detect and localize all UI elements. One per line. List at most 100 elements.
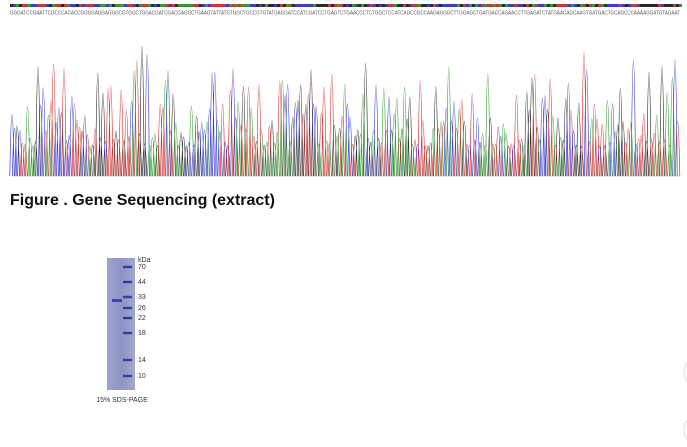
quality-strip — [190, 4, 193, 7]
quality-strip — [286, 4, 289, 7]
quality-strip — [613, 4, 616, 7]
quality-strip — [451, 4, 454, 7]
quality-strip — [247, 4, 250, 7]
quality-strip — [256, 4, 259, 7]
quality-strip — [403, 4, 406, 7]
quality-strip — [289, 4, 292, 7]
quality-strip — [265, 4, 268, 7]
quality-strip — [253, 4, 256, 7]
quality-strip — [553, 4, 556, 7]
quality-strip — [235, 4, 238, 7]
quality-strip — [376, 4, 379, 7]
quality-strip — [409, 4, 412, 7]
quality-strip — [649, 4, 652, 7]
quality-strip — [31, 4, 34, 7]
quality-strip — [100, 4, 103, 7]
marker-label: 10 — [138, 373, 146, 380]
quality-strip — [46, 4, 49, 7]
quality-strip — [205, 4, 208, 7]
quality-strip — [400, 4, 403, 7]
quality-strip — [361, 4, 364, 7]
quality-strip — [301, 4, 304, 7]
scroll-button[interactable] — [683, 414, 687, 446]
quality-strip — [175, 4, 178, 7]
quality-strip — [430, 4, 433, 7]
quality-strip — [52, 4, 55, 7]
quality-strip — [424, 4, 427, 7]
quality-strip — [337, 4, 340, 7]
quality-strip — [598, 4, 601, 7]
quality-strip — [55, 4, 58, 7]
quality-strip — [217, 4, 220, 7]
quality-strip — [562, 4, 565, 7]
quality-strip — [82, 4, 85, 7]
quality-strip — [370, 4, 373, 7]
quality-strip — [511, 4, 514, 7]
quality-strip — [514, 4, 517, 7]
quality-strip — [640, 4, 643, 7]
ladder-band — [123, 280, 132, 284]
quality-strip — [499, 4, 502, 7]
sequence-text: GGGATCCGAATTCGCCCACACCGGGGAGGAGGGCGTGGCT… — [10, 10, 680, 16]
trace — [19, 51, 681, 177]
quality-strip — [334, 4, 337, 7]
quality-strip — [319, 4, 322, 7]
quality-strip — [79, 4, 82, 7]
quality-strip — [130, 4, 133, 7]
quality-strip — [667, 4, 670, 7]
quality-strip — [610, 4, 613, 7]
quality-strip — [391, 4, 394, 7]
quality-strip — [394, 4, 397, 7]
marker-label: 22 — [138, 315, 146, 322]
quality-strip — [115, 4, 118, 7]
quality-strip — [313, 4, 316, 7]
quality-strip — [421, 4, 424, 7]
quality-strip — [310, 4, 313, 7]
quality-strip — [298, 4, 301, 7]
quality-strip — [139, 4, 142, 7]
quality-strip — [325, 4, 328, 7]
marker-label: 44 — [138, 279, 146, 286]
quality-strip — [538, 4, 541, 7]
quality-strip — [382, 4, 385, 7]
quality-strip — [73, 4, 76, 7]
quality-strip — [340, 4, 343, 7]
quality-strip — [358, 4, 361, 7]
quality-strip — [10, 4, 13, 7]
quality-strip — [568, 4, 571, 7]
quality-strip — [616, 4, 619, 7]
quality-strip — [181, 4, 184, 7]
ladder-band — [123, 331, 132, 335]
quality-strip — [43, 4, 46, 7]
quality-strip — [169, 4, 172, 7]
quality-strip — [127, 4, 130, 7]
quality-strip — [490, 4, 493, 7]
quality-strip — [427, 4, 430, 7]
quality-strip — [151, 4, 154, 7]
quality-strip — [91, 4, 94, 7]
quality-strip — [463, 4, 466, 7]
quality-strip — [607, 4, 610, 7]
marker-label: 33 — [138, 294, 146, 301]
quality-strip — [619, 4, 622, 7]
quality-strip — [478, 4, 481, 7]
quality-strip — [412, 4, 415, 7]
quality-strip — [121, 4, 124, 7]
quality-strip — [40, 4, 43, 7]
quality-strip — [328, 4, 331, 7]
quality-strip — [355, 4, 358, 7]
quality-strip — [283, 4, 286, 7]
quality-strip — [592, 4, 595, 7]
quality-strip — [64, 4, 67, 7]
quality-strip — [196, 4, 199, 7]
quality-strip — [622, 4, 625, 7]
quality-strip — [496, 4, 499, 7]
quality-strip — [250, 4, 253, 7]
quality-strip — [187, 4, 190, 7]
quality-strip — [76, 4, 79, 7]
quality-strip — [535, 4, 538, 7]
ladder-band — [123, 295, 132, 299]
quality-strip — [487, 4, 490, 7]
scroll-button[interactable] — [683, 356, 687, 388]
quality-strip — [172, 4, 175, 7]
